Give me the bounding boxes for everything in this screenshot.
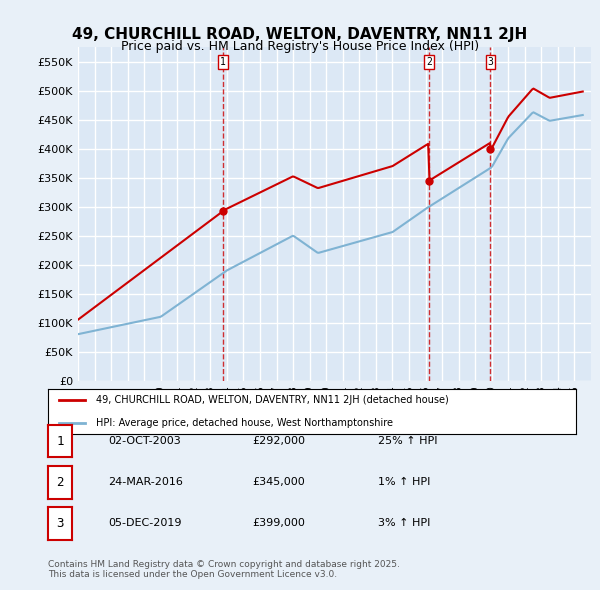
Text: 3% ↑ HPI: 3% ↑ HPI bbox=[378, 519, 430, 528]
Text: 2: 2 bbox=[427, 57, 432, 67]
Text: 3: 3 bbox=[56, 517, 64, 530]
Text: 49, CHURCHILL ROAD, WELTON, DAVENTRY, NN11 2JH (detached house): 49, CHURCHILL ROAD, WELTON, DAVENTRY, NN… bbox=[95, 395, 448, 405]
Text: Price paid vs. HM Land Registry's House Price Index (HPI): Price paid vs. HM Land Registry's House … bbox=[121, 40, 479, 53]
Text: £292,000: £292,000 bbox=[252, 436, 305, 445]
Text: Contains HM Land Registry data © Crown copyright and database right 2025.
This d: Contains HM Land Registry data © Crown c… bbox=[48, 560, 400, 579]
Text: 24-MAR-2016: 24-MAR-2016 bbox=[108, 477, 183, 487]
Text: £399,000: £399,000 bbox=[252, 519, 305, 528]
Text: £345,000: £345,000 bbox=[252, 477, 305, 487]
Text: HPI: Average price, detached house, West Northamptonshire: HPI: Average price, detached house, West… bbox=[95, 418, 392, 428]
Text: 05-DEC-2019: 05-DEC-2019 bbox=[108, 519, 182, 528]
Text: 2: 2 bbox=[56, 476, 64, 489]
Text: 25% ↑ HPI: 25% ↑ HPI bbox=[378, 436, 437, 445]
Text: 49, CHURCHILL ROAD, WELTON, DAVENTRY, NN11 2JH: 49, CHURCHILL ROAD, WELTON, DAVENTRY, NN… bbox=[73, 27, 527, 41]
Text: 1% ↑ HPI: 1% ↑ HPI bbox=[378, 477, 430, 487]
Text: 02-OCT-2003: 02-OCT-2003 bbox=[108, 436, 181, 445]
Text: 1: 1 bbox=[220, 57, 226, 67]
Text: 1: 1 bbox=[56, 434, 64, 448]
Text: 3: 3 bbox=[487, 57, 493, 67]
